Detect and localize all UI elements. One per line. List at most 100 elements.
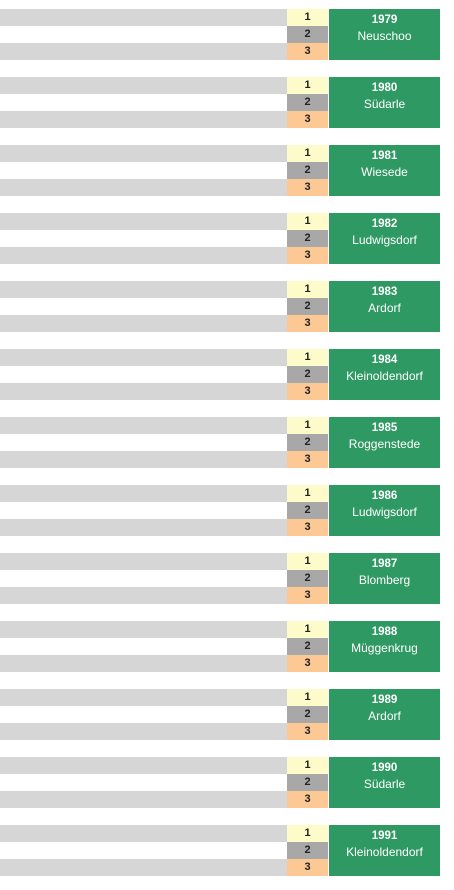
rank-cell: 1 xyxy=(287,281,328,298)
rank-cell: 2 xyxy=(287,366,328,383)
event-box: 1984 Kleinoldendorf xyxy=(329,349,440,400)
rank-cell: 1 xyxy=(287,213,328,230)
rank-cell: 2 xyxy=(287,230,328,247)
row-bar xyxy=(0,451,287,468)
rank-cell: 2 xyxy=(287,434,328,451)
place: Ardorf xyxy=(368,709,401,723)
row-bar xyxy=(0,689,287,706)
event-box: 1979 Neuschoo xyxy=(329,9,440,60)
row-bar xyxy=(0,145,287,162)
rank-cell: 3 xyxy=(287,383,328,400)
rank-cell: 2 xyxy=(287,638,328,655)
year: 1988 xyxy=(371,626,398,638)
row-bar xyxy=(0,417,287,434)
place: Wiesede xyxy=(361,165,408,179)
rank-cell: 1 xyxy=(287,145,328,162)
event-box: 1991 Kleinoldendorf xyxy=(329,825,440,876)
row-bar xyxy=(0,655,287,672)
place: Roggenstede xyxy=(348,437,421,451)
rank-cell: 2 xyxy=(287,162,328,179)
row-bar xyxy=(0,213,287,230)
rank-cell: 2 xyxy=(287,298,328,315)
year: 1983 xyxy=(371,286,398,298)
row-bar xyxy=(0,383,287,400)
row-bar xyxy=(0,230,287,247)
year: 1984 xyxy=(371,354,398,366)
row-bar xyxy=(0,519,287,536)
year: 1982 xyxy=(371,218,398,230)
rank-cell: 1 xyxy=(287,9,328,26)
rank-cell: 1 xyxy=(287,757,328,774)
event-box: 1986 Ludwigsdorf xyxy=(329,485,440,536)
rank-cell: 1 xyxy=(287,349,328,366)
event-box: 1981 Wiesede xyxy=(329,145,440,196)
place: Kleinoldendorf xyxy=(346,369,423,383)
rank-cell: 1 xyxy=(287,825,328,842)
rank-cell: 1 xyxy=(287,621,328,638)
year: 1985 xyxy=(371,422,398,434)
rank-cell: 1 xyxy=(287,417,328,434)
year: 1979 xyxy=(371,14,398,26)
row-bar xyxy=(0,842,287,859)
year: 1987 xyxy=(371,558,398,570)
row-bar xyxy=(0,111,287,128)
place: Südarle xyxy=(363,97,406,111)
row-bar xyxy=(0,43,287,60)
event-box: 1985 Roggenstede xyxy=(329,417,440,468)
rank-cell: 3 xyxy=(287,247,328,264)
rank-cell: 2 xyxy=(287,570,328,587)
row-bar xyxy=(0,162,287,179)
row-bar xyxy=(0,26,287,43)
rank-cell: 2 xyxy=(287,502,328,519)
place: Müggenkrug xyxy=(351,641,418,655)
rank-cell: 3 xyxy=(287,43,328,60)
event-box: 1982 Ludwigsdorf xyxy=(329,213,440,264)
row-bar xyxy=(0,247,287,264)
year: 1981 xyxy=(371,150,398,162)
place: Blomberg xyxy=(358,573,411,587)
event-box: 1987 Blomberg xyxy=(329,553,440,604)
row-bar xyxy=(0,706,287,723)
row-bar xyxy=(0,570,287,587)
row-bar xyxy=(0,638,287,655)
rank-cell: 2 xyxy=(287,706,328,723)
row-bar xyxy=(0,791,287,808)
rank-cell: 1 xyxy=(287,485,328,502)
rank-cell: 3 xyxy=(287,111,328,128)
row-bar xyxy=(0,434,287,451)
event-box: 1990 Südarle xyxy=(329,757,440,808)
rank-cell: 1 xyxy=(287,689,328,706)
rank-cell: 3 xyxy=(287,179,328,196)
year: 1989 xyxy=(371,694,398,706)
year: 1980 xyxy=(371,82,398,94)
event-box: 1980 Südarle xyxy=(329,77,440,128)
row-bar xyxy=(0,859,287,876)
place: Kleinoldendorf xyxy=(346,845,423,859)
rank-cell: 3 xyxy=(287,587,328,604)
year: 1991 xyxy=(371,830,398,842)
row-bar xyxy=(0,723,287,740)
event-box: 1983 Ardorf xyxy=(329,281,440,332)
rank-cell: 3 xyxy=(287,655,328,672)
row-bar xyxy=(0,774,287,791)
rank-cell: 3 xyxy=(287,451,328,468)
rank-cell: 3 xyxy=(287,519,328,536)
rank-cell: 1 xyxy=(287,77,328,94)
row-bar xyxy=(0,553,287,570)
row-bar xyxy=(0,298,287,315)
rank-cell: 3 xyxy=(287,723,328,740)
year: 1986 xyxy=(371,490,398,502)
rank-cell: 2 xyxy=(287,26,328,43)
row-bar xyxy=(0,587,287,604)
rank-cell: 2 xyxy=(287,774,328,791)
rank-cell: 3 xyxy=(287,315,328,332)
row-bar xyxy=(0,281,287,298)
event-box: 1988 Müggenkrug xyxy=(329,621,440,672)
place: Südarle xyxy=(363,777,406,791)
place: Neuschoo xyxy=(357,29,412,43)
rank-cell: 3 xyxy=(287,859,328,876)
row-bar xyxy=(0,485,287,502)
year: 1990 xyxy=(371,762,398,774)
row-bar xyxy=(0,502,287,519)
place: Ludwigsdorf xyxy=(352,233,417,247)
